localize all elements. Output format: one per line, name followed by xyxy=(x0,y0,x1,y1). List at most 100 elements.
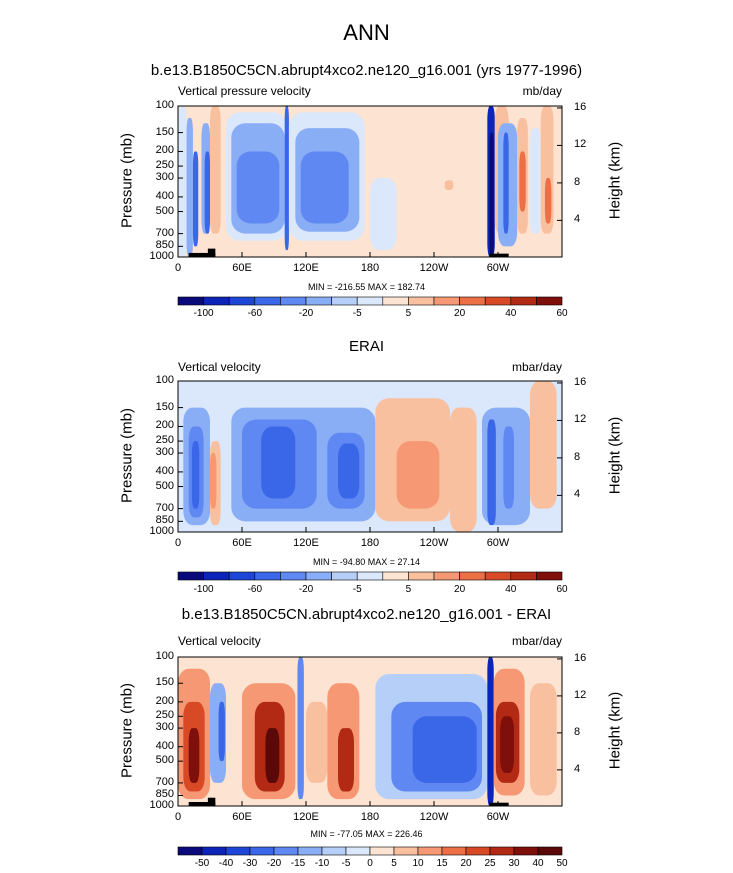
y2-tick-label: 12 xyxy=(574,138,587,151)
y-tick-label: 100 xyxy=(155,99,174,111)
y2-tick-label: 8 xyxy=(574,725,581,738)
y2-tick-label: 8 xyxy=(574,175,581,188)
x-tick-label: 0 xyxy=(174,262,182,274)
contour-patch xyxy=(218,701,225,762)
colorbar-swatch xyxy=(280,296,307,306)
colorbar-swatch xyxy=(203,296,230,306)
panel-title: b.e13.B1850C5CN.abrupt4xco2.ne120_g16.00… xyxy=(150,62,583,79)
contour-patch xyxy=(338,728,354,792)
contour-patch xyxy=(487,657,494,806)
colorbar-swatch xyxy=(203,571,230,581)
variable-label: Vertical velocity xyxy=(178,634,261,648)
colorbar-swatch xyxy=(225,846,251,856)
contour-patch xyxy=(192,151,199,247)
min-max-label: MIN = -216.55 MAX = 182.74 xyxy=(307,282,426,292)
y-tick-label: 500 xyxy=(155,479,174,492)
colorbar-swatch xyxy=(484,296,512,306)
contour-patch xyxy=(396,441,440,509)
colorbar-label: 5 xyxy=(405,584,412,595)
colorbar-label: 30 xyxy=(508,858,520,869)
colorbar-swatch xyxy=(408,296,435,306)
colorbar-swatch xyxy=(228,296,256,306)
colorbar-label: -30 xyxy=(242,858,258,869)
contour-patch xyxy=(236,151,280,224)
colorbar-swatch xyxy=(489,846,515,856)
x-tick-label: 60W xyxy=(486,811,510,823)
contour-patch xyxy=(300,151,349,224)
panel-title: b.e13.B1850C5CN.abrupt4xco2.ne120_g16.00… xyxy=(181,606,552,623)
colorbar-label: 50 xyxy=(556,858,568,869)
x-tick-label: 0 xyxy=(174,811,182,823)
colorbar-label: -5 xyxy=(352,308,362,319)
colorbar-label: 60 xyxy=(556,584,568,595)
x-tick-label: 180 xyxy=(360,537,380,549)
topography-mask xyxy=(188,252,216,257)
colorbar-label: 60 xyxy=(556,308,568,319)
colorbar-swatch xyxy=(177,571,204,581)
colorbar-swatch xyxy=(273,846,299,856)
y-tick-label: 300 xyxy=(155,171,174,184)
y-tick-label: 400 xyxy=(155,464,174,477)
y-tick-label: 500 xyxy=(155,204,174,217)
colorbar-swatch xyxy=(408,571,435,581)
colorbar-swatch xyxy=(331,296,358,306)
y-tick-label: 1000 xyxy=(149,525,174,537)
y-tick-label: 850 xyxy=(155,239,174,252)
topography-mask xyxy=(489,253,509,257)
contour-patch xyxy=(284,106,289,251)
colorbar-swatch xyxy=(510,571,537,581)
y2-tick-label: 16 xyxy=(574,100,587,113)
colorbar-swatch xyxy=(345,846,371,856)
colorbar-swatch xyxy=(297,846,323,856)
x-tick-label: 120W xyxy=(419,262,449,274)
colorbar-swatch xyxy=(305,571,332,581)
y2-axis-label: Height (km) xyxy=(606,416,624,494)
units-label: mbar/day xyxy=(511,360,562,374)
colorbar-swatch xyxy=(382,296,409,306)
contour-patch xyxy=(530,683,557,796)
colorbar-label: -20 xyxy=(298,308,314,319)
colorbar-swatch xyxy=(417,846,443,856)
colorbar-label: 25 xyxy=(484,858,496,869)
contour-patch xyxy=(186,117,193,258)
contour-patch xyxy=(450,407,477,532)
y-axis-label: Pressure (mb) xyxy=(118,132,136,228)
colorbar-label: -60 xyxy=(247,308,263,319)
units-label: mb/day xyxy=(522,84,562,98)
colorbar-swatch xyxy=(382,571,409,581)
y-tick-label: 850 xyxy=(155,514,174,527)
x-tick-label: 120W xyxy=(419,811,449,823)
colorbar-swatch xyxy=(484,571,512,581)
contour-patch xyxy=(489,132,494,257)
x-tick-label: 180 xyxy=(360,811,380,823)
colorbar-swatch xyxy=(537,846,563,856)
x-tick-label: 60E xyxy=(232,262,252,274)
contour-patch xyxy=(500,716,514,773)
colorbar-label: -100 xyxy=(193,308,214,319)
colorbar-swatch xyxy=(441,846,467,856)
colorbar-label: 0 xyxy=(367,858,373,869)
y-tick-label: 700 xyxy=(155,501,174,514)
colorbar-swatch xyxy=(356,296,384,306)
contour-patch xyxy=(210,106,221,234)
topography-mask xyxy=(207,797,216,806)
colorbar-swatch xyxy=(356,571,384,581)
y2-axis-label: Height (km) xyxy=(606,691,624,769)
min-max-label: MIN = -77.05 MAX = 226.46 xyxy=(310,829,423,839)
colorbar-swatch xyxy=(510,296,537,306)
x-tick-label: 60W xyxy=(486,537,510,549)
colorbar-label: 20 xyxy=(454,584,466,595)
contour-patch xyxy=(412,716,477,783)
colorbar-swatch xyxy=(393,846,419,856)
contour-patch xyxy=(370,178,397,251)
colorbar-label: 20 xyxy=(454,308,466,319)
y-tick-label: 1000 xyxy=(149,799,174,811)
y-tick-label: 700 xyxy=(155,775,174,788)
y-tick-label: 850 xyxy=(155,788,174,801)
colorbar-label: 5 xyxy=(405,308,412,319)
y-tick-label: 200 xyxy=(155,144,174,157)
y-tick-label: 250 xyxy=(155,159,174,172)
x-tick-label: 120W xyxy=(419,537,449,549)
y2-tick-label: 12 xyxy=(574,688,587,701)
min-max-label: MIN = -94.80 MAX = 27.14 xyxy=(312,557,421,567)
